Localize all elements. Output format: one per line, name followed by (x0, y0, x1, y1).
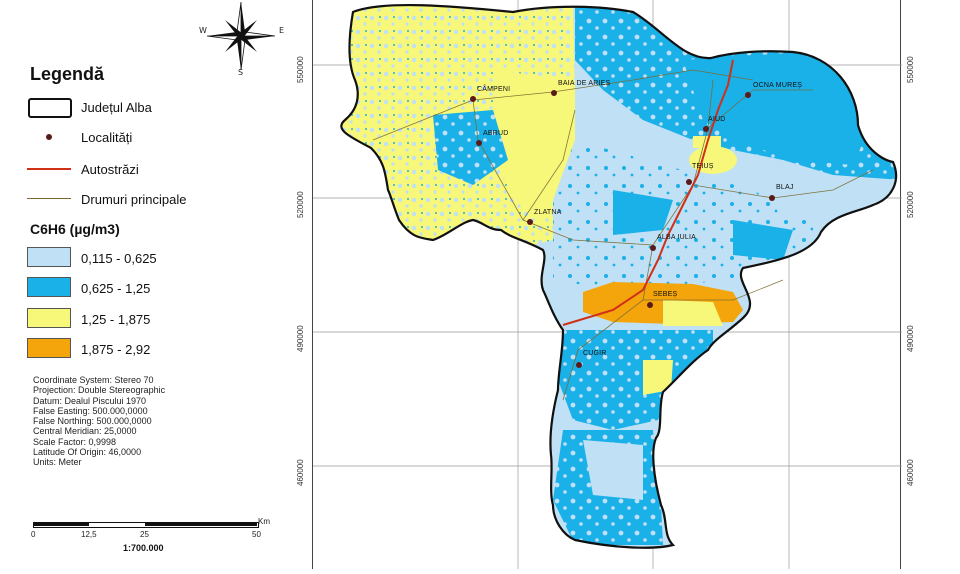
color-swatch (27, 247, 71, 267)
locality-label: BLAJ (776, 184, 794, 191)
settlement-marker (470, 96, 476, 102)
color-swatch (27, 308, 71, 328)
settlement-marker (476, 140, 482, 146)
locality-label: BAIA DE ARIEȘ (558, 80, 611, 87)
scale-tick-label: 50 (252, 530, 261, 539)
grid-label-left: 550000 (296, 56, 305, 83)
settlement-marker (686, 179, 692, 185)
locality-label: ALBA IULIA (657, 234, 696, 241)
projection-metadata: Coordinate System: Stereo 70 Projection:… (33, 375, 165, 468)
map-canvas (313, 0, 902, 569)
metadata-line: False Northing: 500.000,0000 (33, 416, 152, 427)
locality-label: CUGIR (583, 350, 607, 357)
scale-tick-label: 0 (31, 530, 36, 539)
locality-label: ABRUD (483, 130, 509, 137)
classes-title: C6H6 (µg/m3) (30, 221, 120, 237)
settlement-marker (703, 126, 709, 132)
legend-label: Județul Alba (81, 99, 152, 115)
legend-label: Autostrăzi (81, 161, 139, 177)
settlement-marker (745, 92, 751, 98)
compass-west-label: W (199, 26, 207, 35)
legend-class-label: 1,25 - 1,875 (81, 311, 151, 327)
scale-unit: Km (258, 517, 270, 526)
grid-label-left: 520000 (296, 191, 305, 218)
metadata-line: Latitude Of Origin: 46,0000 (33, 447, 142, 458)
legend-class-4: 1,875 - 2,92 (27, 338, 150, 360)
metadata-line: Coordinate System: Stereo 70 (33, 375, 154, 385)
motorway-line-icon (27, 158, 71, 180)
color-swatch (27, 277, 71, 297)
main-roads (372, 69, 874, 401)
settlement-point-icon (27, 126, 71, 148)
scale-tick-label: 12,5 (81, 530, 97, 539)
map-frame: CÂMPENI BAIA DE ARIEȘ OCNA MUREȘ ABRUD A… (312, 0, 902, 569)
grid-label-left: 460000 (296, 459, 305, 486)
scale-tick-label: 25 (140, 530, 149, 539)
grid-label-right: 460000 (906, 459, 915, 486)
grid-label-right: 520000 (906, 191, 915, 218)
scale-ratio: 1:700.000 (123, 543, 164, 553)
settlement-marker (769, 195, 775, 201)
legend-class-2: 0,625 - 1,25 (27, 277, 150, 299)
metadata-line: False Easting: 500.000,0000 (33, 405, 148, 416)
legend-item-boundary: Județul Alba (27, 96, 152, 118)
locality-label: OCNA MUREȘ (753, 82, 803, 89)
legend-class-label: 0,625 - 1,25 (81, 280, 151, 296)
settlement-marker (650, 245, 656, 251)
settlement-marker (647, 302, 653, 308)
metadata-line: Central Meridian: 25,0000 (33, 426, 137, 437)
legend-class-3: 1,25 - 1,875 (27, 308, 150, 330)
locality-label: ZLATNA (534, 209, 562, 216)
legend-item-main-roads: Drumuri principale (27, 188, 186, 210)
metadata-line: Units: Meter (33, 457, 82, 468)
legend-item-motorways: Autostrăzi (27, 158, 139, 180)
locality-label: SEBEȘ (653, 291, 678, 298)
scale-bar: 0 12,5 25 50 Km 1:700.000 (30, 517, 280, 557)
compass-rose-icon (206, 1, 276, 71)
settlement-marker (527, 219, 533, 225)
legend-class-label: 0,115 - 0,625 (81, 250, 157, 266)
legend-class-1: 0,115 - 0,625 (27, 247, 157, 269)
settlement-marker (551, 90, 557, 96)
compass-south-label: S (238, 68, 244, 77)
county-boundary (340, 4, 898, 549)
legend-label: Localități (81, 129, 133, 145)
legend-label: Drumuri principale (81, 191, 187, 207)
road-line-icon (27, 188, 71, 210)
legend-class-label: 1,875 - 2,92 (81, 341, 151, 357)
metadata-line: Scale Factor: 0,9998 (33, 436, 117, 447)
boundary-symbol-icon (27, 96, 72, 118)
north-arrow-compass (196, 0, 288, 78)
motorway-line (562, 59, 734, 326)
metadata-line: Datum: Dealul Piscului 1970 (33, 395, 147, 406)
locality-label: AIUD (708, 116, 726, 123)
legend-item-localities: Localități (27, 126, 132, 148)
locality-label: TEIUȘ (692, 163, 714, 170)
grid-label-left: 490000 (296, 325, 305, 352)
color-swatch (27, 338, 71, 358)
legend-title: Legendă (30, 64, 105, 84)
grid-label-right: 550000 (906, 56, 915, 83)
metadata-line: Projection: Double Stereographic (33, 385, 166, 396)
compass-east-label: E (279, 26, 285, 35)
locality-label: CÂMPENI (477, 86, 511, 93)
grid-label-right: 490000 (906, 325, 915, 352)
settlement-marker (576, 362, 582, 368)
